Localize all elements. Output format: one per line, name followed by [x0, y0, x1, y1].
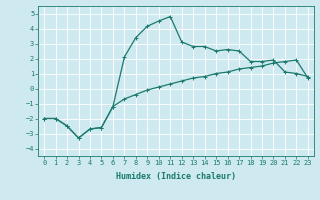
X-axis label: Humidex (Indice chaleur): Humidex (Indice chaleur)	[116, 172, 236, 181]
